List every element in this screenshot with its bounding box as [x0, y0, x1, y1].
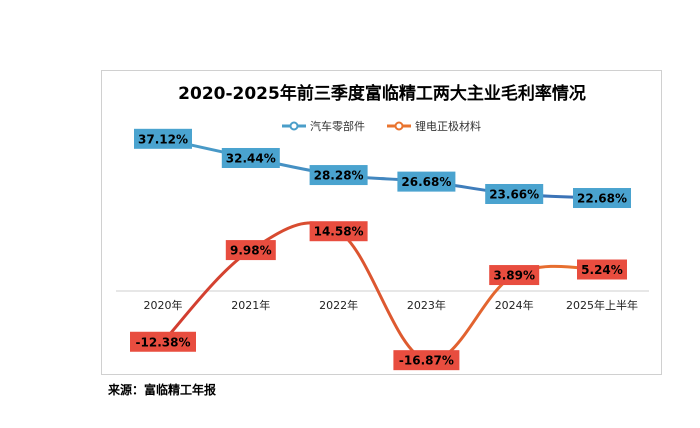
data-label-lithium: 14.58%	[314, 225, 364, 239]
data-labels: 37.12% 32.44% 28.28% 26.68% 23.66% 22.68% -12.…	[130, 128, 631, 371]
legend-marker-auto-parts-dot	[289, 121, 299, 131]
legend: 汽车零部件 锂电正极材料	[282, 119, 481, 133]
data-label-lithium: 5.24%	[581, 263, 623, 277]
data-label-box-lithium	[130, 331, 196, 352]
chart-title: 2020-2025年前三季度富临精工两大主业毛利率情况	[178, 83, 586, 104]
x-tick-label: 2022年	[319, 298, 358, 312]
legend-marker-lithium-dot	[394, 121, 404, 131]
data-label-box-lithium	[393, 350, 460, 371]
data-label-box-auto-parts	[573, 188, 631, 209]
data-label-box-lithium	[489, 265, 540, 286]
data-label-box-lithium	[225, 240, 276, 261]
x-tick-label: 2025年上半年	[566, 298, 638, 312]
data-label-auto-parts: 37.12%	[138, 132, 188, 146]
data-label-auto-parts: 23.66%	[489, 187, 539, 201]
chart-frame: 2020-2025年前三季度富临精工两大主业毛利率情况 汽车零部件 锂电正极材料…	[101, 70, 662, 375]
data-label-auto-parts: 26.68%	[401, 175, 451, 189]
data-label-box-auto-parts	[485, 183, 544, 204]
data-label-box-lithium	[309, 221, 368, 242]
data-label-lithium: -16.87%	[399, 354, 454, 368]
data-label-auto-parts: 32.44%	[226, 151, 276, 165]
data-label-lithium: 3.89%	[493, 269, 535, 283]
x-tick-label: 2023年	[407, 298, 446, 312]
data-label-box-lithium	[577, 259, 627, 280]
x-tick-label: 2020年	[144, 298, 183, 312]
x-tick-label: 2021年	[231, 298, 270, 312]
data-label-box-auto-parts	[397, 171, 456, 192]
source-note: 来源：富临精工年报	[108, 383, 217, 397]
data-label-lithium: -12.38%	[136, 335, 191, 349]
line-chart: 2020-2025年前三季度富临精工两大主业毛利率情况 汽车零部件 锂电正极材料…	[116, 83, 649, 371]
data-label-auto-parts: 28.28%	[314, 169, 364, 183]
x-tick-label: 2024年	[495, 298, 534, 312]
data-label-box-auto-parts	[134, 128, 192, 149]
data-label-box-auto-parts	[221, 147, 280, 168]
legend-label-lithium: 锂电正极材料	[415, 119, 481, 133]
data-label-lithium: 9.98%	[230, 244, 272, 258]
legend-label-auto-parts: 汽车零部件	[310, 119, 365, 133]
data-label-auto-parts: 22.68%	[577, 192, 627, 206]
x-axis-ticks: 2020年 2021年 2022年 2023年 2024年 2025年上半年	[144, 298, 639, 312]
data-label-box-auto-parts	[309, 165, 368, 186]
